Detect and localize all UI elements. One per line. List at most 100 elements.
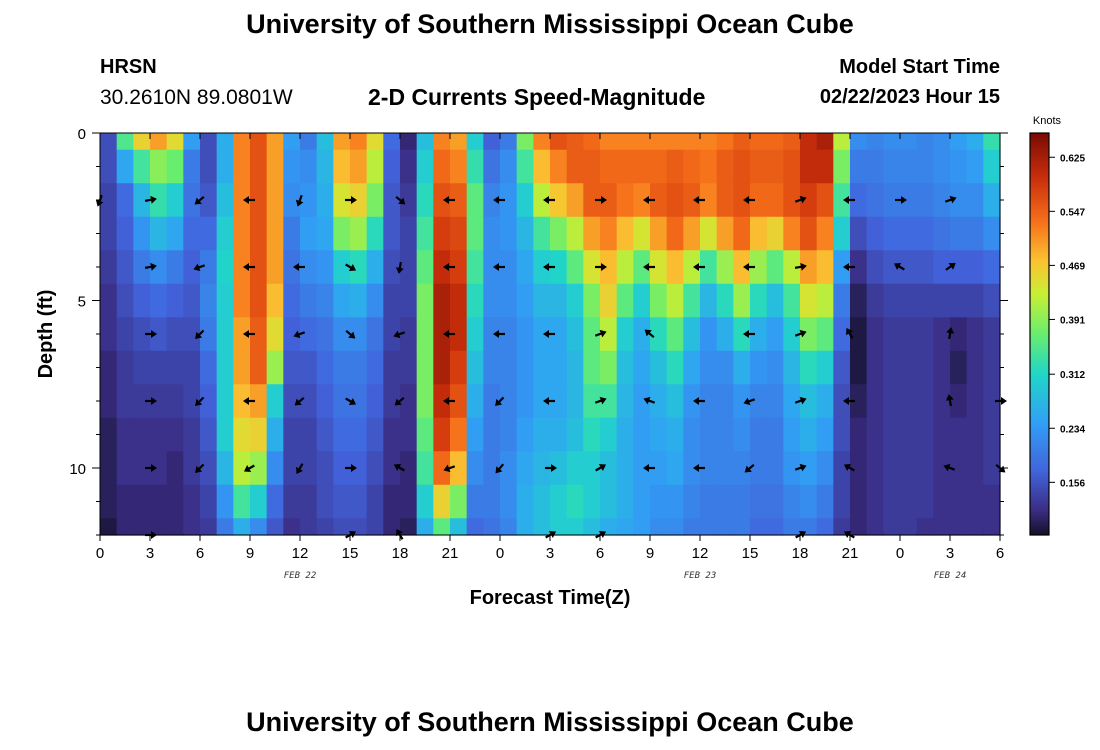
heatmap-cell	[316, 133, 334, 151]
heatmap-cell	[850, 317, 868, 352]
heatmap-cell	[750, 250, 768, 285]
heatmap-cell	[683, 451, 701, 486]
heatmap-cell	[316, 384, 334, 419]
heatmap-cell	[600, 250, 618, 285]
heatmap-cell	[833, 384, 851, 419]
heatmap-cell	[250, 350, 268, 385]
heatmap-cell	[433, 317, 451, 352]
heatmap-cell	[483, 518, 501, 536]
heatmap-cell	[783, 384, 801, 419]
heatmap-cell	[916, 350, 934, 385]
heatmap-cell	[133, 283, 151, 318]
heatmap-cell	[750, 350, 768, 385]
heatmap-cell	[250, 216, 268, 251]
heatmap-cell	[650, 384, 668, 419]
heatmap-cell	[216, 384, 234, 419]
heatmap-cell	[633, 384, 651, 419]
current-vector-arrow	[293, 263, 305, 271]
heatmap-cell	[950, 133, 968, 151]
heatmap-cell	[150, 183, 168, 218]
heatmap-cell	[266, 484, 284, 519]
heatmap-cell	[350, 518, 368, 536]
heatmap-cell	[833, 149, 851, 184]
heatmap-cell	[616, 484, 634, 519]
heatmap-cell	[833, 451, 851, 486]
current-vector-arrow	[145, 397, 157, 405]
current-vector-arrow	[595, 263, 607, 271]
heatmap-cell	[283, 350, 301, 385]
heatmap-cell	[316, 149, 334, 184]
heatmap-cell	[916, 384, 934, 419]
current-vector-arrow	[345, 397, 357, 405]
heatmap-cell	[483, 216, 501, 251]
heatmap-cell	[916, 149, 934, 184]
current-vector-arrow	[293, 330, 306, 339]
heatmap-cell	[216, 350, 234, 385]
current-vector-arrow	[946, 327, 955, 340]
heatmap-cell	[333, 484, 351, 519]
heatmap-cell	[100, 417, 118, 452]
heatmap-cell	[683, 183, 701, 218]
heatmap-cell	[600, 317, 618, 352]
heatmap-cell	[166, 451, 184, 486]
heatmap-cell	[533, 183, 551, 218]
heatmap-cell	[750, 183, 768, 218]
heatmap-cell	[416, 384, 434, 419]
heatmap-cell	[283, 250, 301, 285]
heatmap-cell	[216, 149, 234, 184]
plot-title: 2-D Currents Speed-Magnitude	[368, 84, 706, 110]
heatmap-cell	[633, 451, 651, 486]
heatmap-cell	[800, 518, 818, 536]
current-vector-arrow	[443, 397, 455, 405]
heatmap-cell	[300, 283, 318, 318]
heatmap-cell	[850, 283, 868, 318]
heatmap-cell	[583, 484, 601, 519]
heatmap-cell	[850, 417, 868, 452]
heatmap-cell	[650, 518, 668, 536]
y-tick-label: 5	[78, 294, 86, 311]
heatmap-cell	[750, 283, 768, 318]
heatmap-cell	[166, 250, 184, 285]
heatmap-cell	[983, 283, 1001, 318]
heatmap-cell	[333, 317, 351, 352]
heatmap-cell	[733, 133, 751, 151]
heatmap-cell	[383, 484, 401, 519]
heatmap-cell	[800, 149, 818, 184]
heatmap-cell	[250, 183, 268, 218]
heatmap-cell	[716, 149, 734, 184]
heatmap-cell	[100, 183, 118, 218]
heatmap-cell	[583, 216, 601, 251]
heatmap-cell	[450, 183, 468, 218]
current-vector-arrow	[144, 262, 157, 271]
heatmap-cell	[766, 149, 784, 184]
current-vector-arrow	[643, 396, 656, 405]
heatmap-cell	[133, 317, 151, 352]
heatmap-cell	[116, 133, 134, 151]
current-vector-arrow	[195, 329, 205, 339]
heatmap-cell	[716, 250, 734, 285]
heatmap-cell	[966, 283, 984, 318]
heatmap-cell	[800, 484, 818, 519]
heatmap-cell	[916, 317, 934, 352]
heatmap-cell	[333, 283, 351, 318]
heatmap-cell	[266, 518, 284, 536]
heatmap-cell	[533, 350, 551, 385]
heatmap-cell	[950, 317, 968, 352]
heatmap-cell	[750, 484, 768, 519]
heatmap-cell	[833, 216, 851, 251]
heatmap-cell	[966, 149, 984, 184]
heatmap-cell	[666, 149, 684, 184]
heatmap-cell	[766, 133, 784, 151]
heatmap-cell	[950, 216, 968, 251]
heatmap-cell	[716, 216, 734, 251]
heatmap-cell	[350, 216, 368, 251]
heatmap-cell	[750, 133, 768, 151]
heatmap-cell	[600, 384, 618, 419]
heatmap-cell	[800, 417, 818, 452]
heatmap-cell	[500, 149, 518, 184]
current-vector-arrow	[794, 463, 807, 472]
heatmap-cell	[883, 518, 901, 536]
x-tick-label: 18	[792, 545, 809, 562]
heatmap-cell	[233, 451, 251, 486]
current-vector-arrow	[743, 330, 755, 338]
